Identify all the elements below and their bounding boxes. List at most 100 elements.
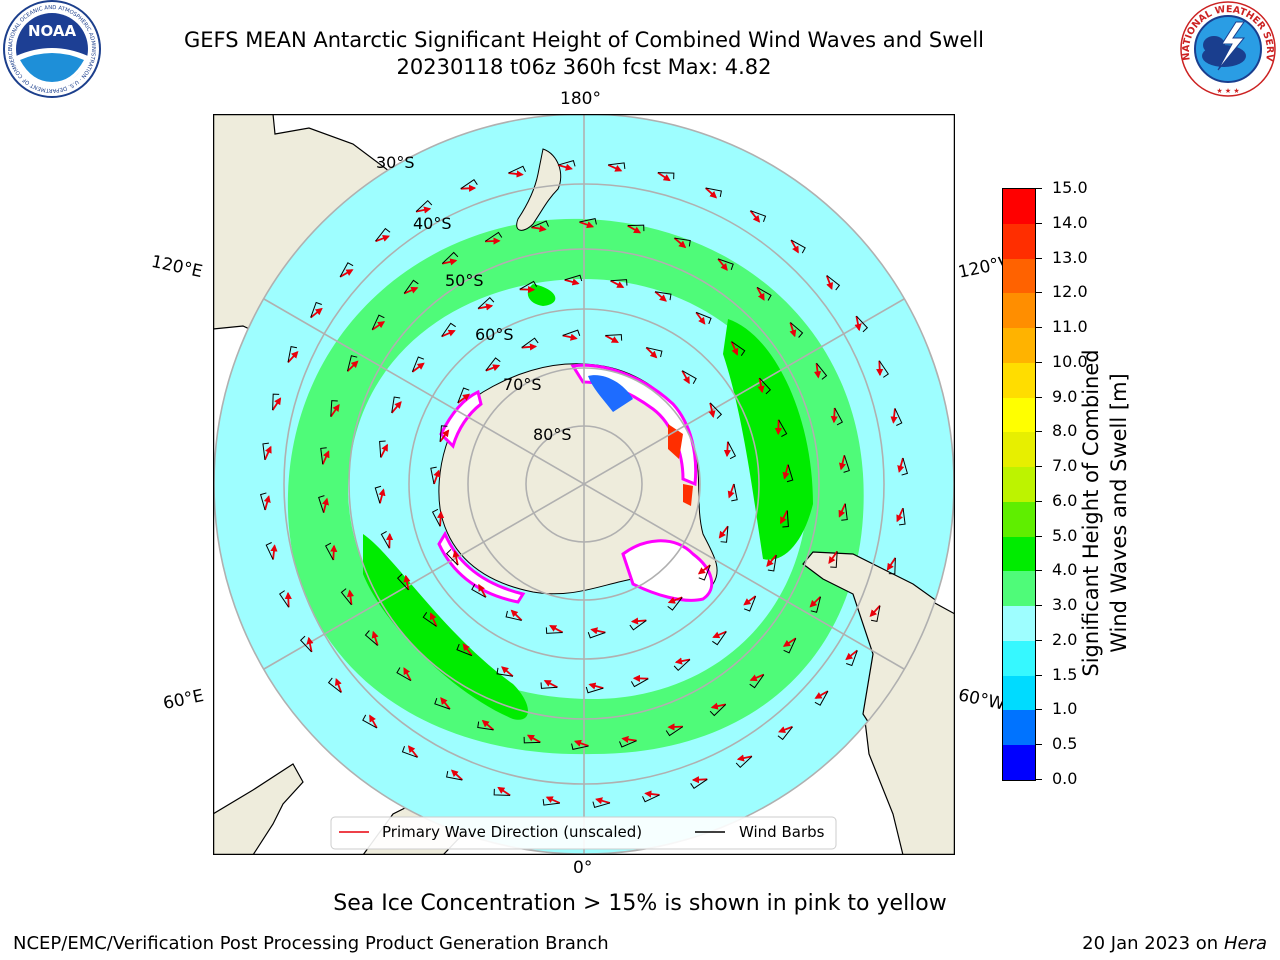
wave-direction-arrow (478, 583, 487, 598)
wind-barb (698, 564, 711, 581)
wave-direction-arrow (630, 617, 647, 625)
wind-barb (327, 677, 342, 693)
chart-subtitle: 20230118 t06z 360h fcst Max: 4.82 (396, 55, 772, 79)
wind-barb (608, 162, 626, 169)
wind-barb (834, 407, 843, 426)
colorbar-tick-mark (1035, 466, 1042, 468)
wave-direction-arrow (330, 403, 340, 418)
wave-direction-arrow (433, 469, 441, 485)
wave-direction-arrow (809, 596, 822, 608)
wave-direction-arrow (717, 258, 728, 271)
wind-barb (391, 396, 401, 413)
wave-direction-arrow (346, 589, 355, 605)
wind-barb (374, 485, 382, 504)
wave-direction-arrow (886, 557, 897, 571)
wind-barb (287, 346, 298, 363)
colorbar-tick-label: 0.0 (1052, 769, 1078, 788)
wave-direction-arrow (667, 596, 683, 604)
wind-barb (523, 736, 541, 744)
wind-barb (330, 400, 338, 417)
wind-barb (375, 227, 391, 242)
wind-barb (262, 442, 269, 460)
wave-direction-arrow (334, 678, 343, 693)
colorbar-tick-label: 13.0 (1052, 247, 1088, 267)
wave-direction-arrow (450, 769, 463, 781)
wind-barb (422, 612, 437, 627)
wave-direction-arrow (521, 343, 538, 351)
wave-direction-arrow (588, 682, 604, 690)
wave-direction-arrow (595, 797, 611, 805)
wind-barb (380, 530, 390, 549)
wave-direction-arrow (403, 574, 411, 591)
wave-direction-arrow (749, 673, 765, 682)
wave-direction-arrow (457, 393, 471, 404)
wave-direction-arrow (411, 362, 425, 373)
wind-barb (364, 630, 378, 646)
colorbar-segment (1003, 328, 1035, 363)
wind-barb (519, 280, 538, 290)
wind-barb (605, 334, 623, 341)
wave-direction-arrow (813, 363, 822, 379)
wind-barb (508, 165, 526, 174)
wind-barb (439, 425, 448, 442)
wind-barb (767, 555, 777, 572)
wave-direction-arrow (838, 503, 847, 518)
wave-direction-arrow (378, 488, 386, 504)
wind-barb (619, 740, 637, 748)
wave-direction-arrow (263, 495, 271, 511)
wave-direction-arrow (545, 796, 561, 804)
wind-barb (325, 542, 334, 561)
colorbar-tick-mark (1035, 639, 1042, 641)
colorbar-segment (1003, 258, 1035, 294)
lon-label-120e: 120°E (149, 251, 205, 283)
lon-label-0: 0° (573, 858, 593, 878)
lon-label-60w: 60°W (956, 685, 1007, 715)
wind-barb (814, 690, 829, 706)
colorbar-tick-label: 1.0 (1052, 699, 1078, 719)
wave-direction-arrow (705, 187, 718, 199)
wind-barb (587, 632, 606, 639)
footer-org: NCEP/EMC/Verification Post Processing Pr… (13, 933, 609, 954)
wind-barb (545, 627, 563, 634)
colorbar-label-line2: Wind Waves and Swell [m] (1107, 373, 1131, 653)
colorbar-segment (1003, 223, 1035, 259)
wave-direction-arrow (549, 625, 564, 634)
colorbar-tick-label: 14.0 (1052, 212, 1088, 232)
wave-direction-arrow (462, 643, 473, 657)
wave-direction-arrow (485, 237, 501, 245)
wind-barb (841, 503, 848, 521)
lon-label-60e: 60°E (161, 685, 206, 715)
wave-direction-arrow (439, 429, 450, 443)
wave-direction-arrow (403, 286, 419, 295)
wind-barb (777, 726, 793, 741)
wind-barb (681, 370, 697, 384)
wave-direction-arrow (897, 457, 905, 473)
colorbar-tick-mark (1035, 570, 1042, 572)
colorbar-tick-label: 11.0 (1052, 317, 1088, 337)
wave-direction-arrow (782, 464, 790, 480)
wave-direction-arrow (287, 350, 299, 363)
wind-barb (446, 770, 463, 781)
colorbar-segment (1003, 188, 1035, 224)
wave-direction-arrow (730, 341, 739, 356)
colorbar-tick-label: 3.0 (1052, 595, 1078, 615)
wind-barb (743, 595, 757, 612)
colorbar-segment (1003, 432, 1035, 468)
wind-barb (843, 455, 850, 473)
wave-direction-arrow (644, 790, 660, 798)
wave-direction-arrow (645, 346, 658, 359)
noaa-text: NOAA (28, 22, 77, 40)
nws-logo: NATIONAL WEATHER SERVICE ★ ★ ★ (1178, 0, 1276, 97)
wind-barb (673, 659, 691, 672)
wind-barb (709, 703, 727, 717)
wave-direction-arrow (481, 719, 495, 731)
colorbar-segment (1003, 710, 1035, 746)
colorbar-tick-label: 7.0 (1052, 456, 1078, 476)
wave-direction-arrow (284, 591, 292, 608)
wind-barb (272, 393, 280, 411)
wave-direction-arrow (460, 184, 477, 192)
wind-barb (310, 301, 322, 318)
wind-barb (727, 441, 737, 460)
colorbar-tick-mark (1035, 744, 1042, 746)
colorbar-tick-label: 9.0 (1052, 386, 1078, 406)
